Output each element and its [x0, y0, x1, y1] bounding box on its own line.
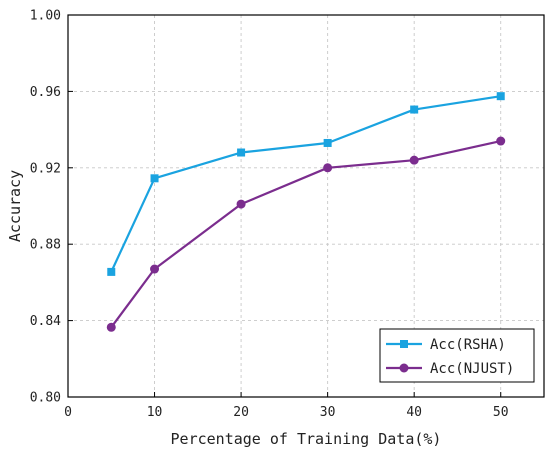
x-tick-label: 20 — [233, 405, 249, 420]
data-point-circle — [399, 363, 409, 373]
data-point-circle — [409, 155, 419, 165]
y-tick-label: 0.88 — [30, 238, 61, 253]
y-tick-label: 0.96 — [30, 85, 61, 100]
x-tick-label: 30 — [320, 405, 336, 420]
data-point-square — [150, 174, 159, 183]
y-tick-label: 0.84 — [30, 314, 61, 329]
data-point-circle — [236, 199, 246, 209]
data-point-square — [496, 92, 505, 101]
x-tick-label: 40 — [406, 405, 422, 420]
x-tick-label: 50 — [493, 405, 509, 420]
plot-area-frame — [67, 14, 545, 398]
data-point-square — [107, 267, 116, 276]
data-point-square — [400, 340, 408, 348]
legend-label: Acc(NJUST) — [430, 361, 514, 377]
data-point-circle — [150, 264, 160, 274]
y-tick-label: 0.92 — [30, 161, 61, 176]
legend-label: Acc(RSHA) — [430, 337, 506, 353]
series-acc-rsha — [107, 92, 505, 276]
data-point-circle — [106, 322, 116, 332]
legend: Acc(RSHA) Acc(NJUST) — [379, 328, 535, 383]
data-point-circle — [323, 163, 333, 173]
series-line — [110, 139, 501, 328]
data-point-square — [237, 148, 246, 157]
series-line — [110, 95, 501, 273]
series-acc-njust — [106, 136, 506, 332]
axis-ticks: 0 10 20 30 40 50 0.80 0.84 0.88 0.92 0.96 1.00 — [30, 9, 509, 421]
y-axis-label: Accuracy — [6, 170, 24, 242]
x-tick-label: 0 — [64, 405, 72, 420]
data-point-square — [410, 105, 419, 114]
series-layer — [106, 92, 506, 332]
data-point-circle — [496, 136, 506, 146]
y-tick-label: 0.80 — [30, 391, 61, 406]
y-tick-label: 1.00 — [30, 9, 61, 24]
x-axis-label: Percentage of Training Data(%) — [171, 430, 442, 448]
data-point-square — [323, 138, 332, 147]
legend-box — [379, 328, 535, 383]
x-tick-label: 10 — [147, 405, 163, 420]
